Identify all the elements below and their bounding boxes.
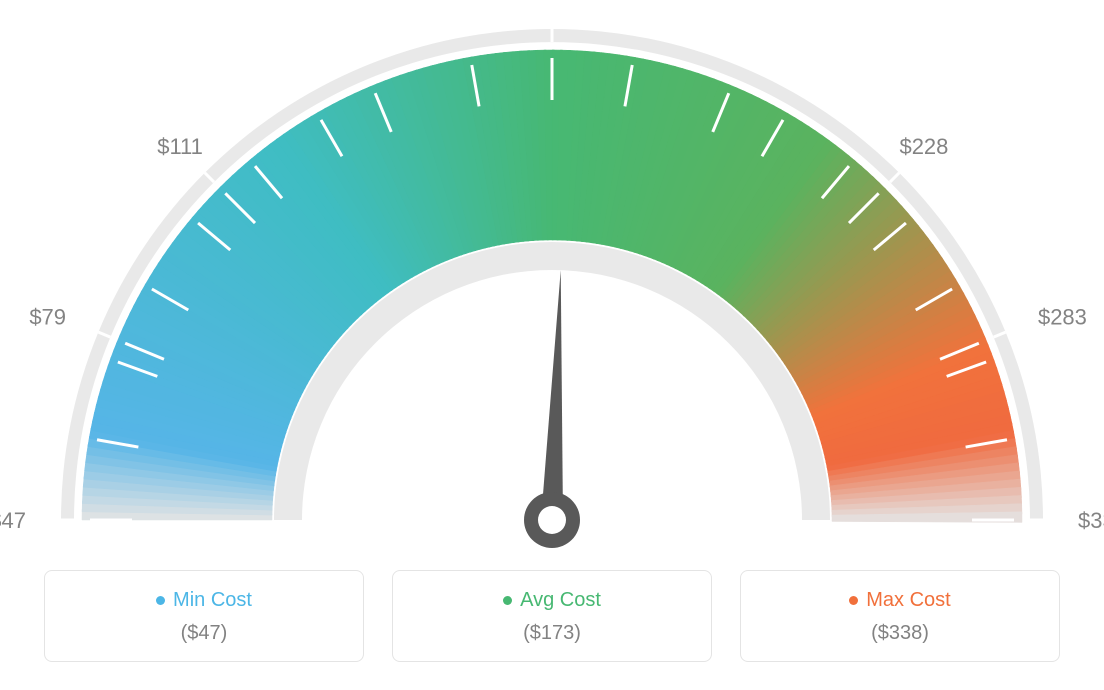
legend-card-min: Min Cost ($47) bbox=[44, 570, 364, 662]
legend-title-avg-text: Avg Cost bbox=[520, 589, 601, 612]
gauge-chart: $47$79$111$173$228$283$338 bbox=[0, 0, 1104, 560]
dot-min-icon bbox=[156, 596, 165, 605]
legend-value-max: ($338) bbox=[751, 622, 1049, 645]
gauge-svg: $47$79$111$173$228$283$338 bbox=[0, 0, 1104, 560]
legend-value-min: ($47) bbox=[55, 622, 353, 645]
legend-title-max-text: Max Cost bbox=[866, 589, 950, 612]
legend-row: Min Cost ($47) Avg Cost ($173) Max Cost … bbox=[0, 570, 1104, 662]
tick-label: $228 bbox=[899, 134, 948, 159]
needle-hub-inner bbox=[538, 506, 566, 534]
tick-label: $111 bbox=[157, 134, 203, 159]
legend-card-avg: Avg Cost ($173) bbox=[392, 570, 712, 662]
tick-label: $47 bbox=[0, 508, 26, 533]
needle bbox=[541, 270, 563, 520]
legend-title-max: Max Cost bbox=[849, 589, 950, 612]
legend-card-max: Max Cost ($338) bbox=[740, 570, 1060, 662]
tick-label: $283 bbox=[1038, 305, 1087, 330]
dot-avg-icon bbox=[503, 596, 512, 605]
legend-title-min: Min Cost bbox=[156, 589, 252, 612]
tick-label: $79 bbox=[29, 305, 66, 330]
legend-value-avg: ($173) bbox=[403, 622, 701, 645]
tick-label: $338 bbox=[1078, 508, 1104, 533]
legend-title-min-text: Min Cost bbox=[173, 589, 252, 612]
dot-max-icon bbox=[849, 596, 858, 605]
legend-title-avg: Avg Cost bbox=[503, 589, 601, 612]
